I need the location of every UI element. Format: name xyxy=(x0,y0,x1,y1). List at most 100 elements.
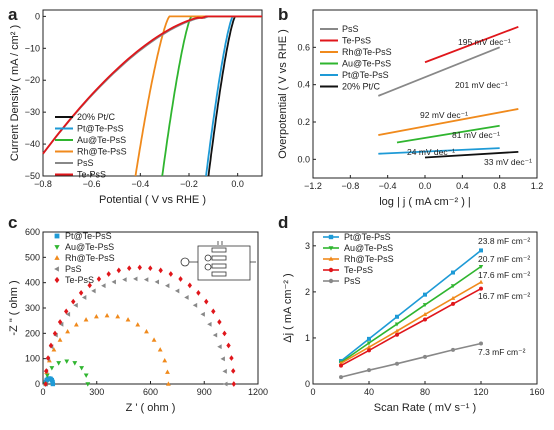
x-tick-label: 0.0 xyxy=(231,179,244,189)
y-tick-label: 2 xyxy=(305,287,310,297)
data-point xyxy=(54,266,59,272)
data-point xyxy=(367,368,371,373)
y-tick-label: 0.2 xyxy=(297,117,310,127)
data-point xyxy=(220,356,225,362)
data-point xyxy=(125,317,131,322)
x-tick-label: −0.4 xyxy=(379,181,397,191)
data-point xyxy=(78,290,84,296)
data-point xyxy=(478,279,484,284)
x-tick-label: 40 xyxy=(364,387,374,397)
data-point xyxy=(44,368,49,374)
legend-label: PsS xyxy=(344,276,361,286)
data-point xyxy=(479,248,483,253)
data-point xyxy=(85,382,91,387)
legend-label: PsS xyxy=(77,158,94,168)
data-point xyxy=(50,381,56,387)
legend-label: Te-PsS xyxy=(77,170,106,180)
data-point xyxy=(226,342,231,349)
data-point xyxy=(366,341,372,346)
x-tick-label: 900 xyxy=(197,387,212,397)
data-point xyxy=(212,332,218,338)
data-point xyxy=(223,381,228,387)
legend-label: 20% Pt/C xyxy=(77,112,116,122)
data-point xyxy=(395,332,399,337)
data-point xyxy=(196,290,201,296)
data-point xyxy=(174,288,180,294)
y-tick-label: 0.4 xyxy=(297,80,310,90)
data-point xyxy=(394,328,400,333)
legend-label: Rh@Te-PsS xyxy=(344,254,394,264)
circuit-element xyxy=(211,271,227,277)
data-point xyxy=(115,313,121,319)
series-line xyxy=(396,124,500,144)
data-point xyxy=(231,368,236,374)
y-tick-label: 400 xyxy=(25,278,40,288)
data-point xyxy=(423,292,427,297)
data-point xyxy=(366,344,372,349)
data-point xyxy=(423,317,427,322)
circuit-element xyxy=(211,255,227,261)
data-point xyxy=(231,381,237,387)
data-point xyxy=(83,373,89,378)
y-tick-label: 0 xyxy=(305,379,310,389)
panel-label-b: b xyxy=(278,5,288,24)
series-line xyxy=(42,15,262,155)
x-axis-label: Scan Rate ( mV s⁻¹ ) xyxy=(374,402,476,414)
data-point xyxy=(58,321,64,327)
data-point xyxy=(328,267,334,273)
data-point xyxy=(81,295,87,300)
data-point xyxy=(43,381,48,387)
data-point xyxy=(44,373,50,378)
x-tick-label: 120 xyxy=(473,387,488,397)
y-tick-label: −20 xyxy=(25,75,40,85)
capacitance-label: 23.8 mF cm⁻² xyxy=(478,236,530,246)
data-point xyxy=(168,271,174,277)
y-tick-label: 300 xyxy=(25,303,40,313)
data-point xyxy=(127,265,132,272)
series-line xyxy=(134,15,262,177)
x-axis-label: log | j ( mA cm⁻² ) | xyxy=(379,196,471,208)
circuit-element xyxy=(180,257,190,267)
data-point xyxy=(328,256,334,261)
panel-label-a: a xyxy=(8,5,18,24)
data-point xyxy=(54,245,60,250)
y-tick-label: 200 xyxy=(25,328,40,338)
x-tick-label: 0.0 xyxy=(419,181,432,191)
data-point xyxy=(54,276,60,284)
data-point xyxy=(423,354,427,359)
x-tick-label: 80 xyxy=(420,387,430,397)
capacitance-label: 16.7 mF cm⁻² xyxy=(478,291,530,301)
data-point xyxy=(394,322,400,327)
data-point xyxy=(422,303,428,308)
data-point xyxy=(328,234,334,240)
x-tick-label: 0 xyxy=(40,387,45,397)
data-point xyxy=(222,330,227,337)
x-tick-label: 0 xyxy=(310,387,315,397)
data-point xyxy=(217,344,222,350)
data-point xyxy=(338,360,344,365)
plot-frame xyxy=(42,9,263,177)
data-point xyxy=(165,381,171,386)
series-line xyxy=(340,287,482,367)
data-point xyxy=(451,270,455,275)
panel-a: −0.8 −0.6 −0.4 −0.2 0.0 0 −10 −20 −30 −40 −50 Poten… xyxy=(9,9,263,206)
y-tick-label: 0.0 xyxy=(297,154,310,164)
legend-label: Au@Te-PsS xyxy=(77,135,126,145)
y-tick-label: 100 xyxy=(25,354,40,364)
data-point xyxy=(54,233,60,239)
series-line xyxy=(207,15,262,177)
data-point xyxy=(52,330,58,337)
y-axis-label: Current Density ( mA / cm² ) xyxy=(9,25,21,161)
legend-label: Te-PsS xyxy=(344,265,373,275)
data-point xyxy=(450,284,456,289)
legend-label: PsS xyxy=(342,24,359,34)
data-point xyxy=(72,361,78,366)
series-line xyxy=(205,15,262,177)
legend-label: Te-PsS xyxy=(65,275,94,285)
data-point xyxy=(57,337,63,342)
legend-label: Au@Te-PsS xyxy=(342,59,391,69)
capacitance-label: 7.3 mF cm⁻² xyxy=(478,347,526,357)
data-point xyxy=(49,366,55,371)
data-point xyxy=(204,298,209,305)
